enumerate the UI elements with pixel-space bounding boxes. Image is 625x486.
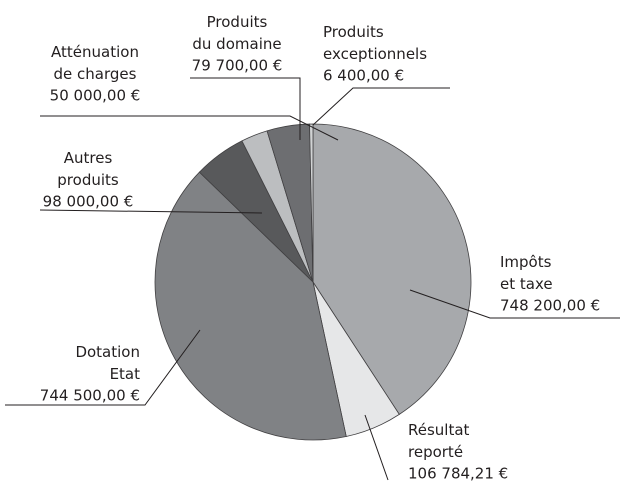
value-label: 6 400,00 € bbox=[323, 67, 404, 85]
value-label: 744 500,00 € bbox=[40, 387, 140, 405]
leader-line bbox=[39, 209, 263, 214]
value-label: 748 200,00 € bbox=[500, 297, 600, 315]
leader-line bbox=[409, 289, 620, 319]
slice-label-line: de charges bbox=[54, 65, 137, 83]
slice-label: Résultat reporté bbox=[408, 421, 470, 461]
slice-label: Dotation Etat bbox=[75, 343, 140, 383]
slice-label: Produits exceptionnels bbox=[323, 23, 427, 63]
leader-line bbox=[364, 414, 389, 481]
leader-line bbox=[5, 329, 201, 406]
slice-label-line: Atténuation bbox=[51, 43, 139, 61]
value-label: 79 700,00 € bbox=[192, 57, 283, 75]
value-label: 50 000,00 € bbox=[50, 87, 141, 105]
slice-label-line: du domaine bbox=[192, 35, 281, 53]
slice-label-line: exceptionnels bbox=[323, 45, 427, 63]
value-label: 106 784,21 € bbox=[408, 465, 508, 483]
slice-label-line: Produits bbox=[323, 23, 384, 41]
slice-label: Atténuation de charges bbox=[51, 43, 139, 83]
slice-label-line: produits bbox=[57, 171, 119, 189]
slice-label-line: Résultat bbox=[408, 421, 470, 439]
slice-label-line: Etat bbox=[110, 365, 141, 383]
value-label: 98 000,00 € bbox=[43, 193, 134, 211]
slice-label-line: Dotation bbox=[75, 343, 140, 361]
slice-label-line: reporté bbox=[408, 443, 463, 461]
leader-line bbox=[312, 87, 450, 126]
slice-label-line: Autres bbox=[64, 149, 113, 167]
slice-label: Impôts et taxe bbox=[500, 253, 553, 293]
slice-label-line: Produits bbox=[207, 13, 268, 31]
pie-slice bbox=[312, 123, 472, 415]
slice-label-line: Impôts bbox=[500, 253, 552, 271]
leader-line bbox=[40, 115, 339, 141]
leader-line bbox=[190, 77, 301, 140]
slice-label-line: et taxe bbox=[500, 275, 553, 293]
pie-slice bbox=[309, 123, 314, 283]
slice-label: Produits du domaine bbox=[192, 13, 281, 53]
slice-label: Autres produits bbox=[57, 149, 119, 189]
pie-slice bbox=[154, 171, 347, 441]
